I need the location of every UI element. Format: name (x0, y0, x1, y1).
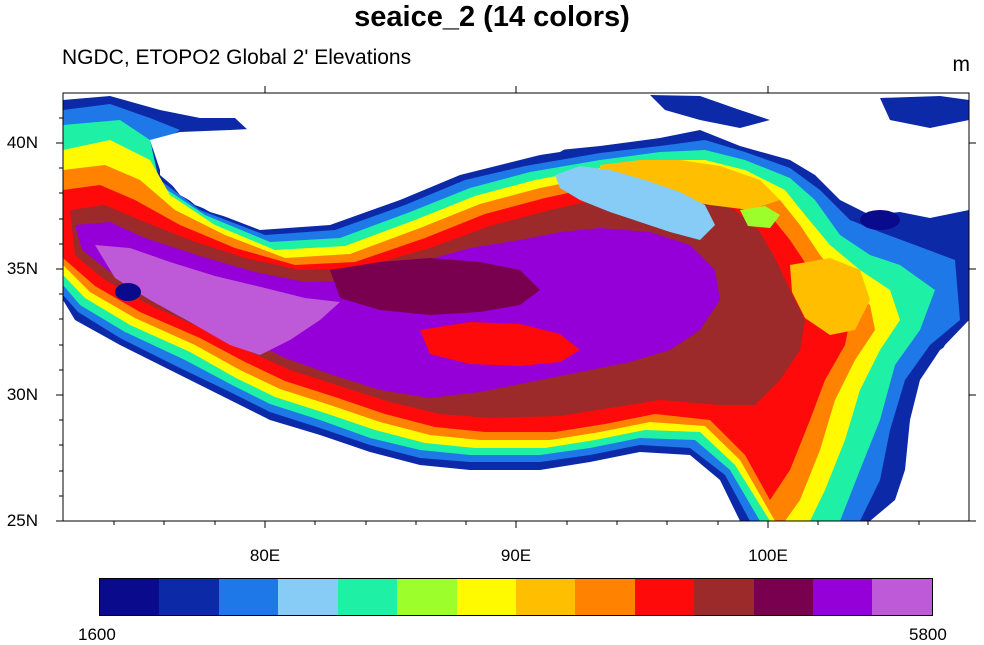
plot-subtitle: NGDC, ETOPO2 Global 2' Elevations (62, 46, 412, 69)
lat-label-25n: 25N (6, 511, 38, 530)
lowland-southeast (890, 320, 969, 521)
legend-swatch-2 (159, 579, 219, 615)
lat-label-30n: 30N (6, 385, 38, 404)
map-frame (56, 86, 976, 528)
legend-swatch-14 (872, 579, 932, 615)
legend-swatch-5 (337, 579, 398, 615)
lat-label-40n: 40N (6, 133, 38, 152)
northeast-highland-blue (650, 95, 770, 128)
elevation-band-yellow-east (790, 258, 870, 335)
lat-label-35n: 35N (6, 259, 38, 278)
lake-east (860, 210, 900, 230)
lowland-tarim (150, 93, 620, 224)
units-label: m (952, 53, 971, 76)
legend-swatch-4 (278, 579, 338, 615)
elevation-band-maroon (330, 258, 540, 315)
legend-min-label: 1600 (78, 625, 116, 644)
legend-max-label: 5800 (909, 625, 947, 644)
legend-swatch-1 (100, 579, 160, 615)
lowland-northeast (560, 93, 969, 202)
legend-swatch-11 (694, 579, 754, 615)
northeast-far-blue (880, 96, 969, 128)
elevation-band-red-inner (420, 322, 580, 366)
lon-label-90e: 90E (500, 546, 532, 565)
basin-lightblue (555, 166, 715, 240)
terrain-layers (63, 93, 969, 521)
legend-swatch-8 (515, 579, 576, 615)
legend-swatch-7 (456, 579, 516, 615)
lowland-south (63, 320, 740, 521)
legend-swatch-3 (218, 579, 279, 615)
legend-swatch-13 (813, 579, 873, 615)
color-legend-bar (99, 578, 933, 616)
plot-title: seaice_2 (14 colors) (354, 1, 630, 33)
elevation-band-violet (95, 245, 340, 355)
legend-swatch-6 (397, 579, 457, 615)
legend-swatch-9 (575, 579, 635, 615)
lon-label-100e: 100E (748, 546, 788, 565)
lake-west (115, 283, 141, 301)
legend-swatch-10 (634, 579, 695, 615)
lon-label-80e: 80E (249, 546, 281, 565)
legend-swatch-12 (753, 579, 814, 615)
basin-edge-green (740, 206, 780, 228)
elevation-band-orange-north (600, 160, 780, 210)
